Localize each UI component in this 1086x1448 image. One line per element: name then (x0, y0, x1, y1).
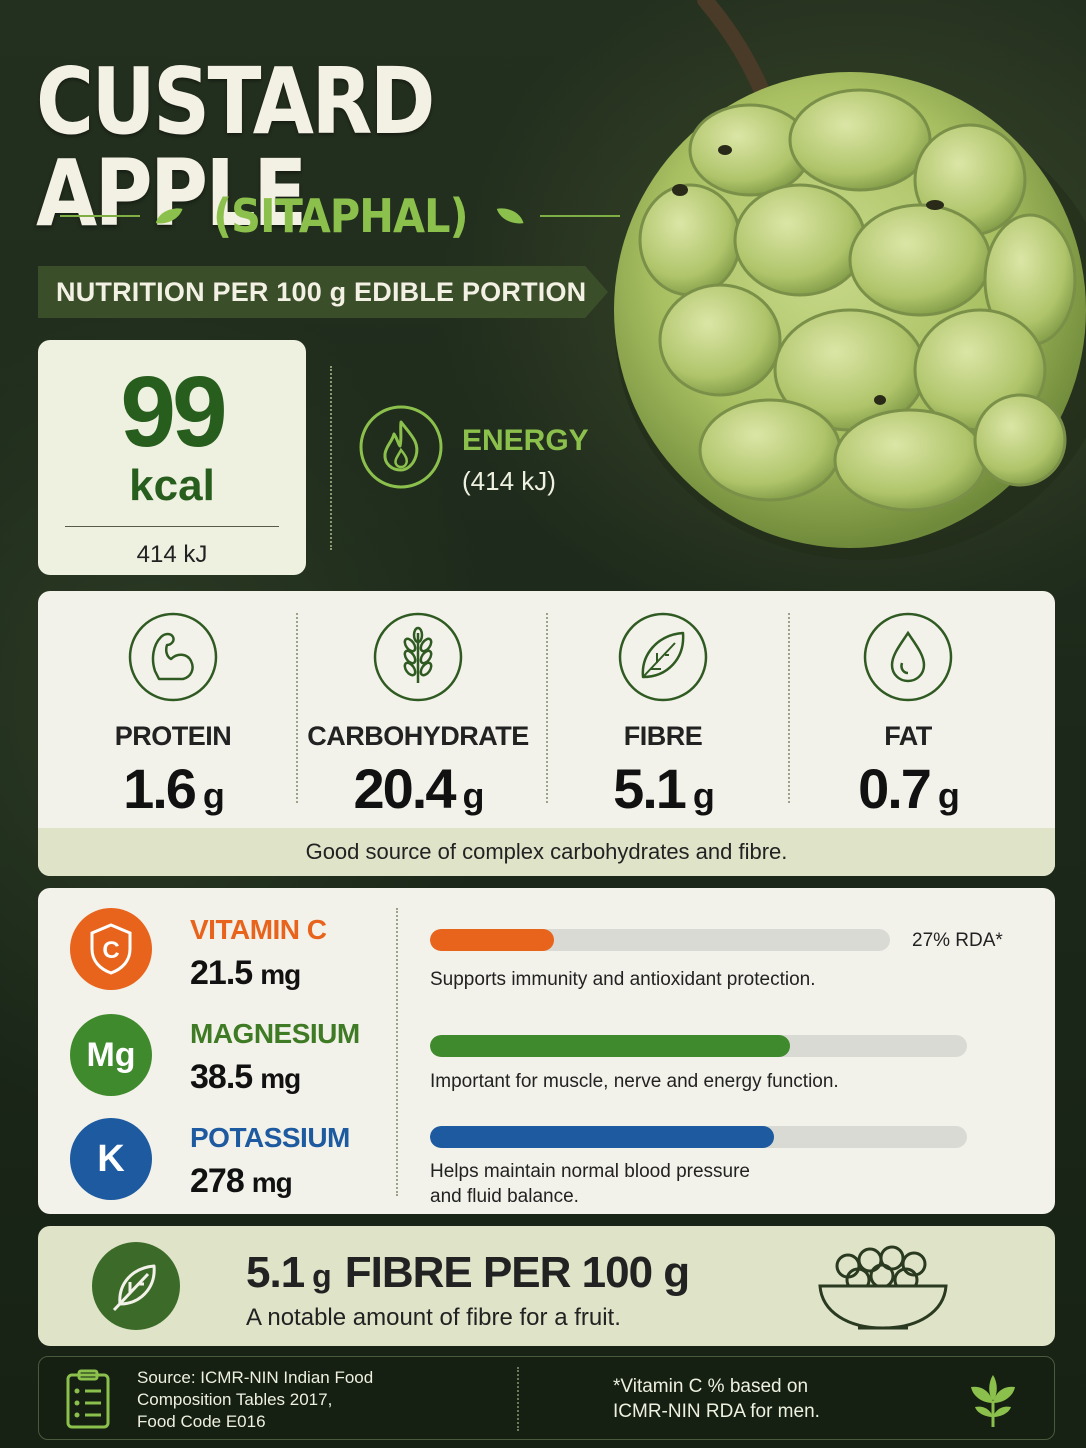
bowl-icon (818, 1245, 948, 1330)
mineral-unit: mg (260, 1063, 301, 1094)
page-subtitle: (SITAPHAL) (212, 189, 468, 243)
energy-value: 99 (120, 356, 227, 468)
plant-icon (971, 1375, 1015, 1427)
macro-number: 5.1 (613, 757, 687, 820)
macro-value: 20.4 g (293, 756, 543, 821)
macro-fibre: FIBRE 5.1 g (538, 591, 788, 826)
source-line: Food Code E016 (137, 1412, 266, 1432)
macro-label: PROTEIN (114, 721, 232, 751)
bar-fill (430, 1035, 790, 1057)
mineral-desc: Helps maintain normal blood pressure and… (430, 1160, 750, 1209)
divider-line (539, 215, 621, 217)
energy-kj: 414 kJ (136, 541, 208, 568)
mineral-desc: Supports immunity and antioxidant protec… (430, 969, 816, 990)
mineral-value: 278 mg (190, 1162, 293, 1201)
custard-apple-image (614, 0, 1086, 560)
leaf-icon (156, 208, 183, 224)
mineral-desc-line: Helps maintain normal blood pressure (430, 1161, 750, 1182)
mineral-desc: Important for muscle, nerve and energy f… (430, 1071, 839, 1092)
macro-label: FAT (884, 721, 932, 751)
fibre-banner: 5.1 g FIBRE PER 100 g A notable amount of … (38, 1226, 1055, 1346)
leaf-icon (618, 612, 708, 702)
macro-fat: FAT 0.7 g (783, 591, 1033, 826)
divider (396, 908, 398, 1196)
macro-label: CARBOHYDRATE (307, 721, 529, 751)
macro-unit: g (692, 775, 715, 816)
divider (546, 613, 548, 803)
shield-icon: C (90, 923, 132, 975)
macro-number: 0.7 (858, 757, 932, 820)
divider (65, 526, 279, 527)
macro-value: 1.6 g (48, 756, 298, 821)
subtitle-row: (SITAPHAL) (60, 186, 621, 246)
magnesium-badge: Mg (70, 1014, 152, 1096)
footer: Source: ICMR-NIN Indian Food Composition… (38, 1356, 1055, 1440)
macro-number: 20.4 (353, 757, 457, 820)
source-line: Composition Tables 2017, (137, 1390, 333, 1410)
fibre-value: 5.1 (246, 1248, 305, 1297)
mineral-number: 21.5 (190, 954, 253, 992)
divider (296, 613, 298, 803)
macros-card: PROTEIN 1.6 g CARBOHYDRATE 20.4 g FI (38, 591, 1055, 876)
muscle-arm-icon (128, 612, 218, 702)
leaf-icon (112, 1264, 156, 1312)
fibre-text: FIBRE PER 100 g (344, 1248, 690, 1297)
note-line: *Vitamin C % based on (613, 1376, 809, 1397)
macro-note: Good source of complex carbohydrates and… (38, 828, 1055, 876)
macro-unit: g (202, 775, 225, 816)
vitamin-c-bar (430, 929, 890, 951)
bar-fill (430, 929, 555, 951)
mineral-value: 38.5 mg (190, 1058, 301, 1097)
macro-carbohydrate: CARBOHYDRATE 20.4 g (293, 591, 543, 826)
macro-label: FIBRE (623, 721, 703, 751)
bar-fill (430, 1126, 774, 1148)
mineral-desc-line: and fluid balance. (430, 1185, 579, 1207)
rda-label: 27% RDA* (912, 930, 1003, 951)
page-title: CUSTARD APPLE (36, 48, 435, 247)
macro-value: 0.7 g (783, 756, 1033, 821)
droplet-icon (863, 612, 953, 702)
mineral-unit: mg (260, 959, 301, 990)
note-line: ICMR-NIN RDA for men. (613, 1400, 820, 1422)
divider-line (60, 215, 141, 217)
minerals-card: C VITAMIN C 21.5 mg 27% RDA* Supports imm… (38, 888, 1055, 1214)
macro-value: 5.1 g (538, 756, 788, 821)
mineral-number: 38.5 (190, 1058, 253, 1096)
energy-kj-paren: (414 kJ) (462, 466, 556, 496)
wheat-icon (373, 612, 463, 702)
vitamin-c-badge: C (70, 908, 152, 990)
potassium-bar (430, 1126, 967, 1148)
magnesium-bar (430, 1035, 967, 1057)
macro-unit: g (462, 775, 485, 816)
leaf-badge (92, 1242, 180, 1330)
mineral-unit: mg (251, 1167, 293, 1198)
divider (330, 366, 332, 550)
mineral-name: POTASSIUM (190, 1122, 350, 1153)
source-line: Source: ICMR-NIN Indian Food (137, 1368, 374, 1387)
macro-protein: PROTEIN 1.6 g (48, 591, 298, 826)
leaf-icon (497, 208, 524, 224)
divider (788, 613, 790, 803)
fibre-unit: g (312, 1258, 332, 1294)
rda-note: *Vitamin C % based on ICMR-NIN RDA for m… (613, 1375, 820, 1424)
potassium-badge: K (70, 1118, 152, 1200)
mineral-value: 21.5 mg (190, 954, 301, 993)
vitamin-c-symbol: C (102, 937, 119, 964)
energy-card: 99 kcal 414 kJ (38, 340, 306, 575)
mineral-number: 278 (190, 1162, 245, 1200)
macro-number: 1.6 (123, 757, 197, 820)
mineral-name: MAGNESIUM (190, 1018, 360, 1049)
clipboard-icon (66, 1369, 110, 1429)
fibre-title: 5.1 g FIBRE PER 100 g (246, 1248, 690, 1298)
energy-unit: kcal (129, 461, 215, 510)
flame-icon (359, 405, 443, 489)
nutrition-banner: NUTRITION PER 100 g EDIBLE PORTION (38, 266, 608, 318)
source-text: Source: ICMR-NIN Indian Food Composition… (137, 1367, 427, 1433)
mineral-name: VITAMIN C (190, 914, 327, 945)
macro-unit: g (937, 775, 960, 816)
energy-label: ENERGY (462, 424, 589, 457)
fibre-sub: A notable amount of fibre for a fruit. (246, 1304, 621, 1331)
divider (517, 1367, 519, 1431)
